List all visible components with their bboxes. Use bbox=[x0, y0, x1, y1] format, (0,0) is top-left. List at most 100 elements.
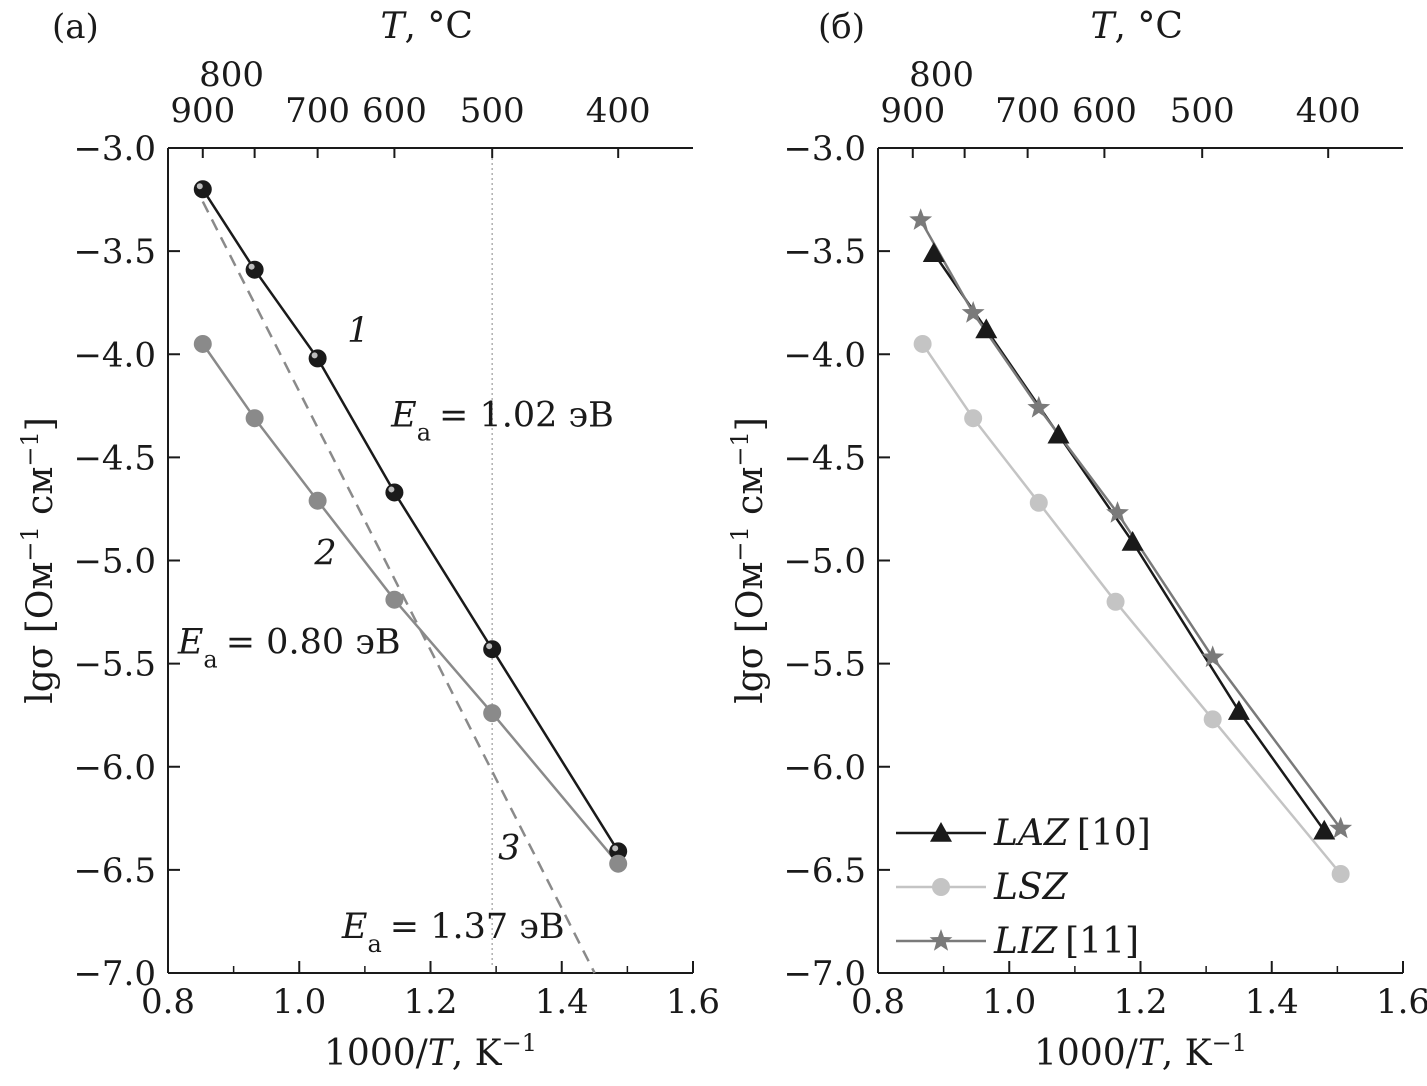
data-point-1 bbox=[308, 349, 327, 368]
data-point-LSZ bbox=[1331, 865, 1350, 883]
data-point-LIZ bbox=[1201, 645, 1225, 668]
data-point-LAZ bbox=[922, 242, 945, 262]
y-tick-label: −4.5 bbox=[73, 438, 156, 478]
data-point-LSZ bbox=[964, 409, 983, 428]
top-tick-label: 500 bbox=[460, 91, 525, 131]
data-point-1 bbox=[385, 483, 404, 502]
legend-label-LSZ: LSZ bbox=[993, 867, 1069, 908]
series-line-1 bbox=[201, 188, 620, 852]
curve-number-label: 2 bbox=[313, 534, 336, 574]
data-point-2 bbox=[193, 334, 212, 353]
y-tick-label: −4.0 bbox=[783, 335, 866, 375]
x-tick-label: 1.6 bbox=[666, 982, 720, 1022]
top-tick-label: 600 bbox=[362, 91, 427, 131]
panel-b-chart: 0.8 1.0 1.2 1.4 1.6 −7.0 −6.5 −6.0 −5.5 −5.0 −4.5 −… bbox=[726, 6, 1427, 1074]
data-point-1-highlight bbox=[486, 643, 493, 650]
curve-number-label: 3 bbox=[498, 829, 520, 869]
y-tick-label: −7.0 bbox=[783, 954, 866, 994]
series-line-2 bbox=[201, 343, 620, 865]
activation-energy-label: Ea = 1.02 эВ bbox=[390, 395, 614, 446]
data-point-2 bbox=[385, 590, 404, 609]
data-point-LIZ bbox=[961, 301, 985, 323]
data-point-LSZ bbox=[1203, 710, 1222, 729]
x-tick-label: 1.4 bbox=[535, 982, 589, 1022]
panel-a-chart: 0.8 1.0 1.2 1.4 1.6 −7.0 −6.5 −6.0 −5.5 −5.0 −4.5 −… bbox=[16, 6, 720, 1074]
x-tick-label: 1.2 bbox=[1113, 982, 1167, 1022]
data-point-LIZ bbox=[909, 208, 933, 230]
y-tick-label: −6.0 bbox=[73, 748, 156, 788]
x-tick-label: 0.8 bbox=[141, 982, 195, 1022]
data-point-LAZ bbox=[975, 318, 998, 339]
y-tick-label: −5.0 bbox=[73, 542, 156, 582]
x-tick-label: 1.4 bbox=[1245, 982, 1299, 1022]
series-line-LSZ bbox=[921, 343, 1342, 875]
data-point-LSZ bbox=[1029, 493, 1048, 512]
top-tick-label: 600 bbox=[1072, 91, 1137, 131]
data-point-LIZ bbox=[1106, 501, 1129, 523]
y-tick-label: −6.0 bbox=[783, 748, 866, 788]
top-axis-title: T, °C bbox=[381, 6, 473, 47]
data-point-1-highlight bbox=[311, 352, 318, 359]
data-point-1 bbox=[193, 180, 212, 199]
data-point-1-highlight bbox=[612, 845, 619, 852]
data-point-2 bbox=[308, 491, 327, 510]
top-tick-label: 900 bbox=[880, 91, 945, 131]
data-point-LIZ bbox=[1027, 395, 1051, 418]
data-point-LAZ bbox=[1047, 423, 1070, 444]
y-tick-label: −3.5 bbox=[73, 232, 156, 272]
data-point-LAZ bbox=[1121, 530, 1144, 551]
curve-number-label: 1 bbox=[347, 311, 369, 351]
x-tick-label: 1.6 bbox=[1376, 982, 1427, 1022]
data-point-LIZ bbox=[1329, 816, 1353, 839]
y-tick-label: −5.5 bbox=[73, 645, 156, 685]
data-point-LAZ bbox=[1313, 819, 1336, 840]
y-tick-label: −4.5 bbox=[783, 438, 866, 478]
x-tick-label: 1.0 bbox=[272, 982, 326, 1022]
y-tick-label: −7.0 bbox=[73, 954, 156, 994]
legend-label-LIZ: LIZ [11] bbox=[993, 921, 1139, 962]
legend-marker-LSZ bbox=[932, 878, 950, 896]
top-tick-label: 800 bbox=[909, 55, 974, 95]
y-tick-label: −3.0 bbox=[783, 129, 866, 169]
top-tick-label: 800 bbox=[199, 55, 264, 95]
data-point-2 bbox=[609, 854, 628, 873]
x-tick-label: 1.2 bbox=[403, 982, 457, 1022]
y-tick-label: −5.0 bbox=[783, 542, 866, 582]
data-point-2 bbox=[483, 704, 502, 723]
data-point-1 bbox=[483, 640, 502, 659]
x-axis-title: 1000/T, K−1 bbox=[324, 1029, 537, 1074]
data-point-1-highlight bbox=[248, 263, 255, 270]
x-tick-label: 1.0 bbox=[982, 982, 1036, 1022]
y-tick-label: −6.5 bbox=[73, 851, 156, 891]
y-tick-label: −6.5 bbox=[783, 851, 866, 891]
data-point-2 bbox=[245, 409, 264, 428]
top-tick-label: 500 bbox=[1170, 91, 1235, 131]
y-tick-label: −3.0 bbox=[73, 129, 156, 169]
x-tick-label: 0.8 bbox=[851, 982, 905, 1022]
top-tick-label: 400 bbox=[586, 91, 651, 131]
legend-label-LAZ: LAZ [10] bbox=[993, 813, 1151, 854]
panel-label: (а) bbox=[52, 7, 99, 47]
y-tick-label: −5.5 bbox=[783, 645, 866, 685]
y-axis-title: lgσ [Ом−1 см−1] bbox=[726, 417, 771, 704]
data-point-LAZ bbox=[1227, 700, 1250, 720]
data-point-1 bbox=[245, 260, 264, 279]
series-line-LIZ bbox=[919, 219, 1342, 830]
top-axis-title: T, °C bbox=[1091, 6, 1183, 47]
activation-energy-label: Ea = 1.37 эВ bbox=[341, 907, 565, 958]
y-axis-title: lgσ [Ом−1 см−1] bbox=[16, 417, 61, 704]
activation-energy-label: Ea = 0.80 эВ bbox=[177, 622, 401, 673]
legend-marker-LAZ bbox=[930, 822, 952, 842]
series-line-3 bbox=[201, 201, 596, 974]
top-tick-label: 700 bbox=[995, 91, 1060, 131]
legend-marker-LIZ bbox=[929, 929, 953, 951]
panel-label: (б) bbox=[818, 7, 865, 47]
data-point-1-highlight bbox=[388, 486, 395, 493]
top-tick-label: 400 bbox=[1296, 91, 1361, 131]
data-point-LSZ bbox=[1106, 592, 1125, 611]
y-tick-label: −3.5 bbox=[783, 232, 866, 272]
y-tick-label: −4.0 bbox=[73, 335, 156, 375]
data-point-LSZ bbox=[913, 334, 932, 353]
top-tick-label: 900 bbox=[170, 91, 235, 131]
